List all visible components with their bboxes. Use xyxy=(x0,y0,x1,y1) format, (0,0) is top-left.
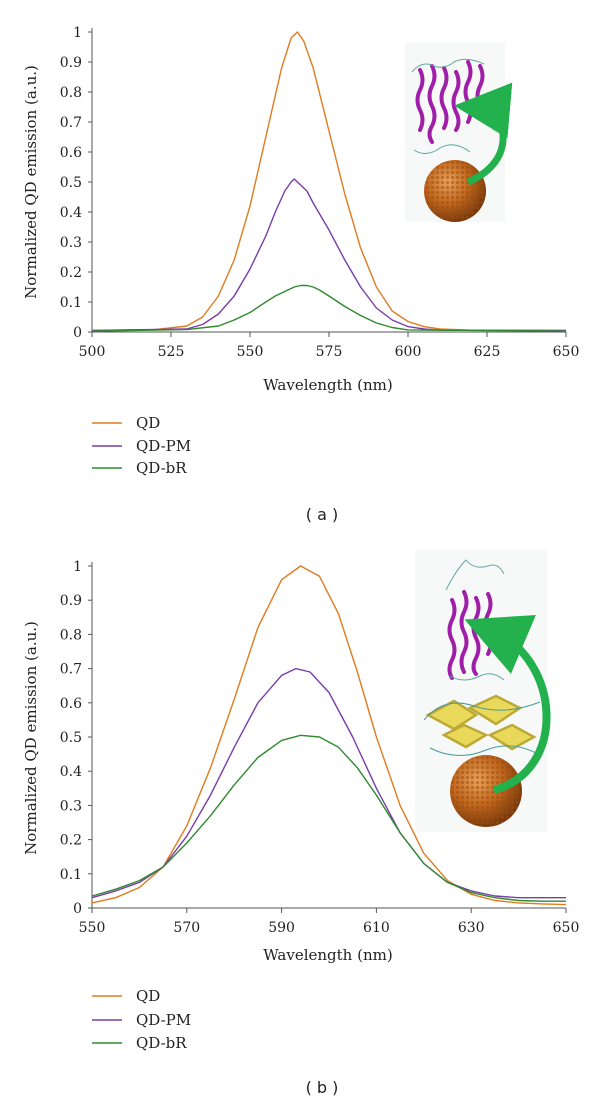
energy-transfer-arrow-icon xyxy=(454,82,513,186)
legend-label-qd-br: QD-bR xyxy=(136,1034,187,1052)
y-tick-label: 0.5 xyxy=(60,175,82,191)
series-line-qd-br xyxy=(91,284,567,332)
series-lines-b xyxy=(91,565,567,906)
y-tick-label: 0.4 xyxy=(60,764,82,780)
x-axis-label-a: Wavelength (nm) xyxy=(263,376,392,394)
y-tick-label: 0.3 xyxy=(60,235,82,251)
x-tick-label: 525 xyxy=(158,344,185,360)
x-tick-label: 625 xyxy=(474,344,501,360)
inset-illustration-a xyxy=(405,42,513,222)
y-tick-label: 0.6 xyxy=(60,145,82,161)
legend-label-qd-br: QD-bR xyxy=(136,459,187,477)
series-line-qd xyxy=(91,31,567,332)
chart-panel-a: 00.10.20.30.40.50.60.70.80.91 500 525 550 5… xyxy=(22,25,579,524)
y-tick-label: 0.1 xyxy=(60,867,82,883)
x-tick-label: 600 xyxy=(395,344,422,360)
chart-panel-b: 0 0.1 0.2 0.3 0.4 0.5 0.6 0.7 0.8 0.9 1 550 570 590 6… xyxy=(22,550,579,1097)
y-tick-label: 0.9 xyxy=(60,55,82,71)
legend-label-qd-pm: QD-PM xyxy=(136,1011,191,1029)
y-tick-label: 0.4 xyxy=(60,205,82,221)
x-tick-label: 650 xyxy=(553,344,580,360)
y-tick-labels-a: 0 0.1 0.2 0.3 0.4 0.5 0.6 0.7 0.8 0.9 1 xyxy=(60,25,82,341)
legend-a: QD QD-PM QD-bR xyxy=(92,414,191,477)
protein-loop-icon xyxy=(411,58,485,154)
y-tick-label: 0.1 xyxy=(60,295,82,311)
y-tick-label: 0.2 xyxy=(60,833,82,849)
legend-b: QD QD-PM QD-bR xyxy=(92,987,191,1052)
x-tick-label: 575 xyxy=(316,344,343,360)
x-axis-label-b: Wavelength (nm) xyxy=(263,946,392,964)
y-tick-labels-b: 0 0.1 0.2 0.3 0.4 0.5 0.6 0.7 0.8 0.9 1 xyxy=(60,559,82,917)
antibody-loop-icon xyxy=(423,701,541,756)
series-line-qd-pm xyxy=(91,667,566,899)
series-lines-a xyxy=(91,31,567,332)
y-tick-label: 0.8 xyxy=(60,85,82,101)
axes-b xyxy=(88,562,567,913)
x-tick-label: 550 xyxy=(79,920,106,936)
y-tick-label: 0.3 xyxy=(60,798,82,814)
y-tick-label: 0 xyxy=(73,325,82,341)
x-tick-label: 630 xyxy=(458,920,485,936)
series-line-qd-br xyxy=(91,734,566,902)
y-axis-label-b: Normalized QD emission (a.u.) xyxy=(22,621,40,855)
axes-a xyxy=(88,28,567,337)
y-tick-label: 0.2 xyxy=(60,265,82,281)
protein-loop-icon xyxy=(445,559,505,681)
legend-label-qd: QD xyxy=(136,414,160,432)
y-tick-label: 1 xyxy=(73,25,82,41)
x-tick-label: 550 xyxy=(237,344,264,360)
x-tick-label: 570 xyxy=(173,920,200,936)
energy-transfer-arrow-icon xyxy=(464,615,551,794)
legend-label-qd: QD xyxy=(136,987,160,1005)
y-tick-label: 0 xyxy=(73,901,82,917)
quantum-dot-texture xyxy=(424,160,486,222)
x-tick-label: 650 xyxy=(553,920,580,936)
x-tick-label: 500 xyxy=(79,344,106,360)
panel-label-b: ( b ) xyxy=(306,1078,339,1097)
inset-illustration-b xyxy=(415,550,551,832)
y-axis-label-a: Normalized QD emission (a.u.) xyxy=(22,65,40,299)
y-tick-label: 0.5 xyxy=(60,730,82,746)
y-tick-label: 0.7 xyxy=(60,662,82,678)
x-tick-labels-b: 550 570 590 610 630 650 xyxy=(79,920,580,936)
y-tick-label: 0.6 xyxy=(60,696,82,712)
x-tick-label: 590 xyxy=(268,920,295,936)
y-tick-label: 0.8 xyxy=(60,627,82,643)
series-line-qd-pm xyxy=(91,178,567,332)
x-tick-label: 610 xyxy=(363,920,390,936)
x-tick-labels-a: 500 525 550 575 600 625 650 xyxy=(79,344,580,360)
quantum-dot-texture xyxy=(450,755,522,827)
series-line-qd xyxy=(91,565,567,906)
y-tick-label: 0.7 xyxy=(60,115,82,131)
panel-label-a: ( a ) xyxy=(306,505,338,524)
legend-label-qd-pm: QD-PM xyxy=(136,437,191,455)
y-tick-label: 1 xyxy=(73,559,82,575)
y-tick-label: 0.9 xyxy=(60,593,82,609)
